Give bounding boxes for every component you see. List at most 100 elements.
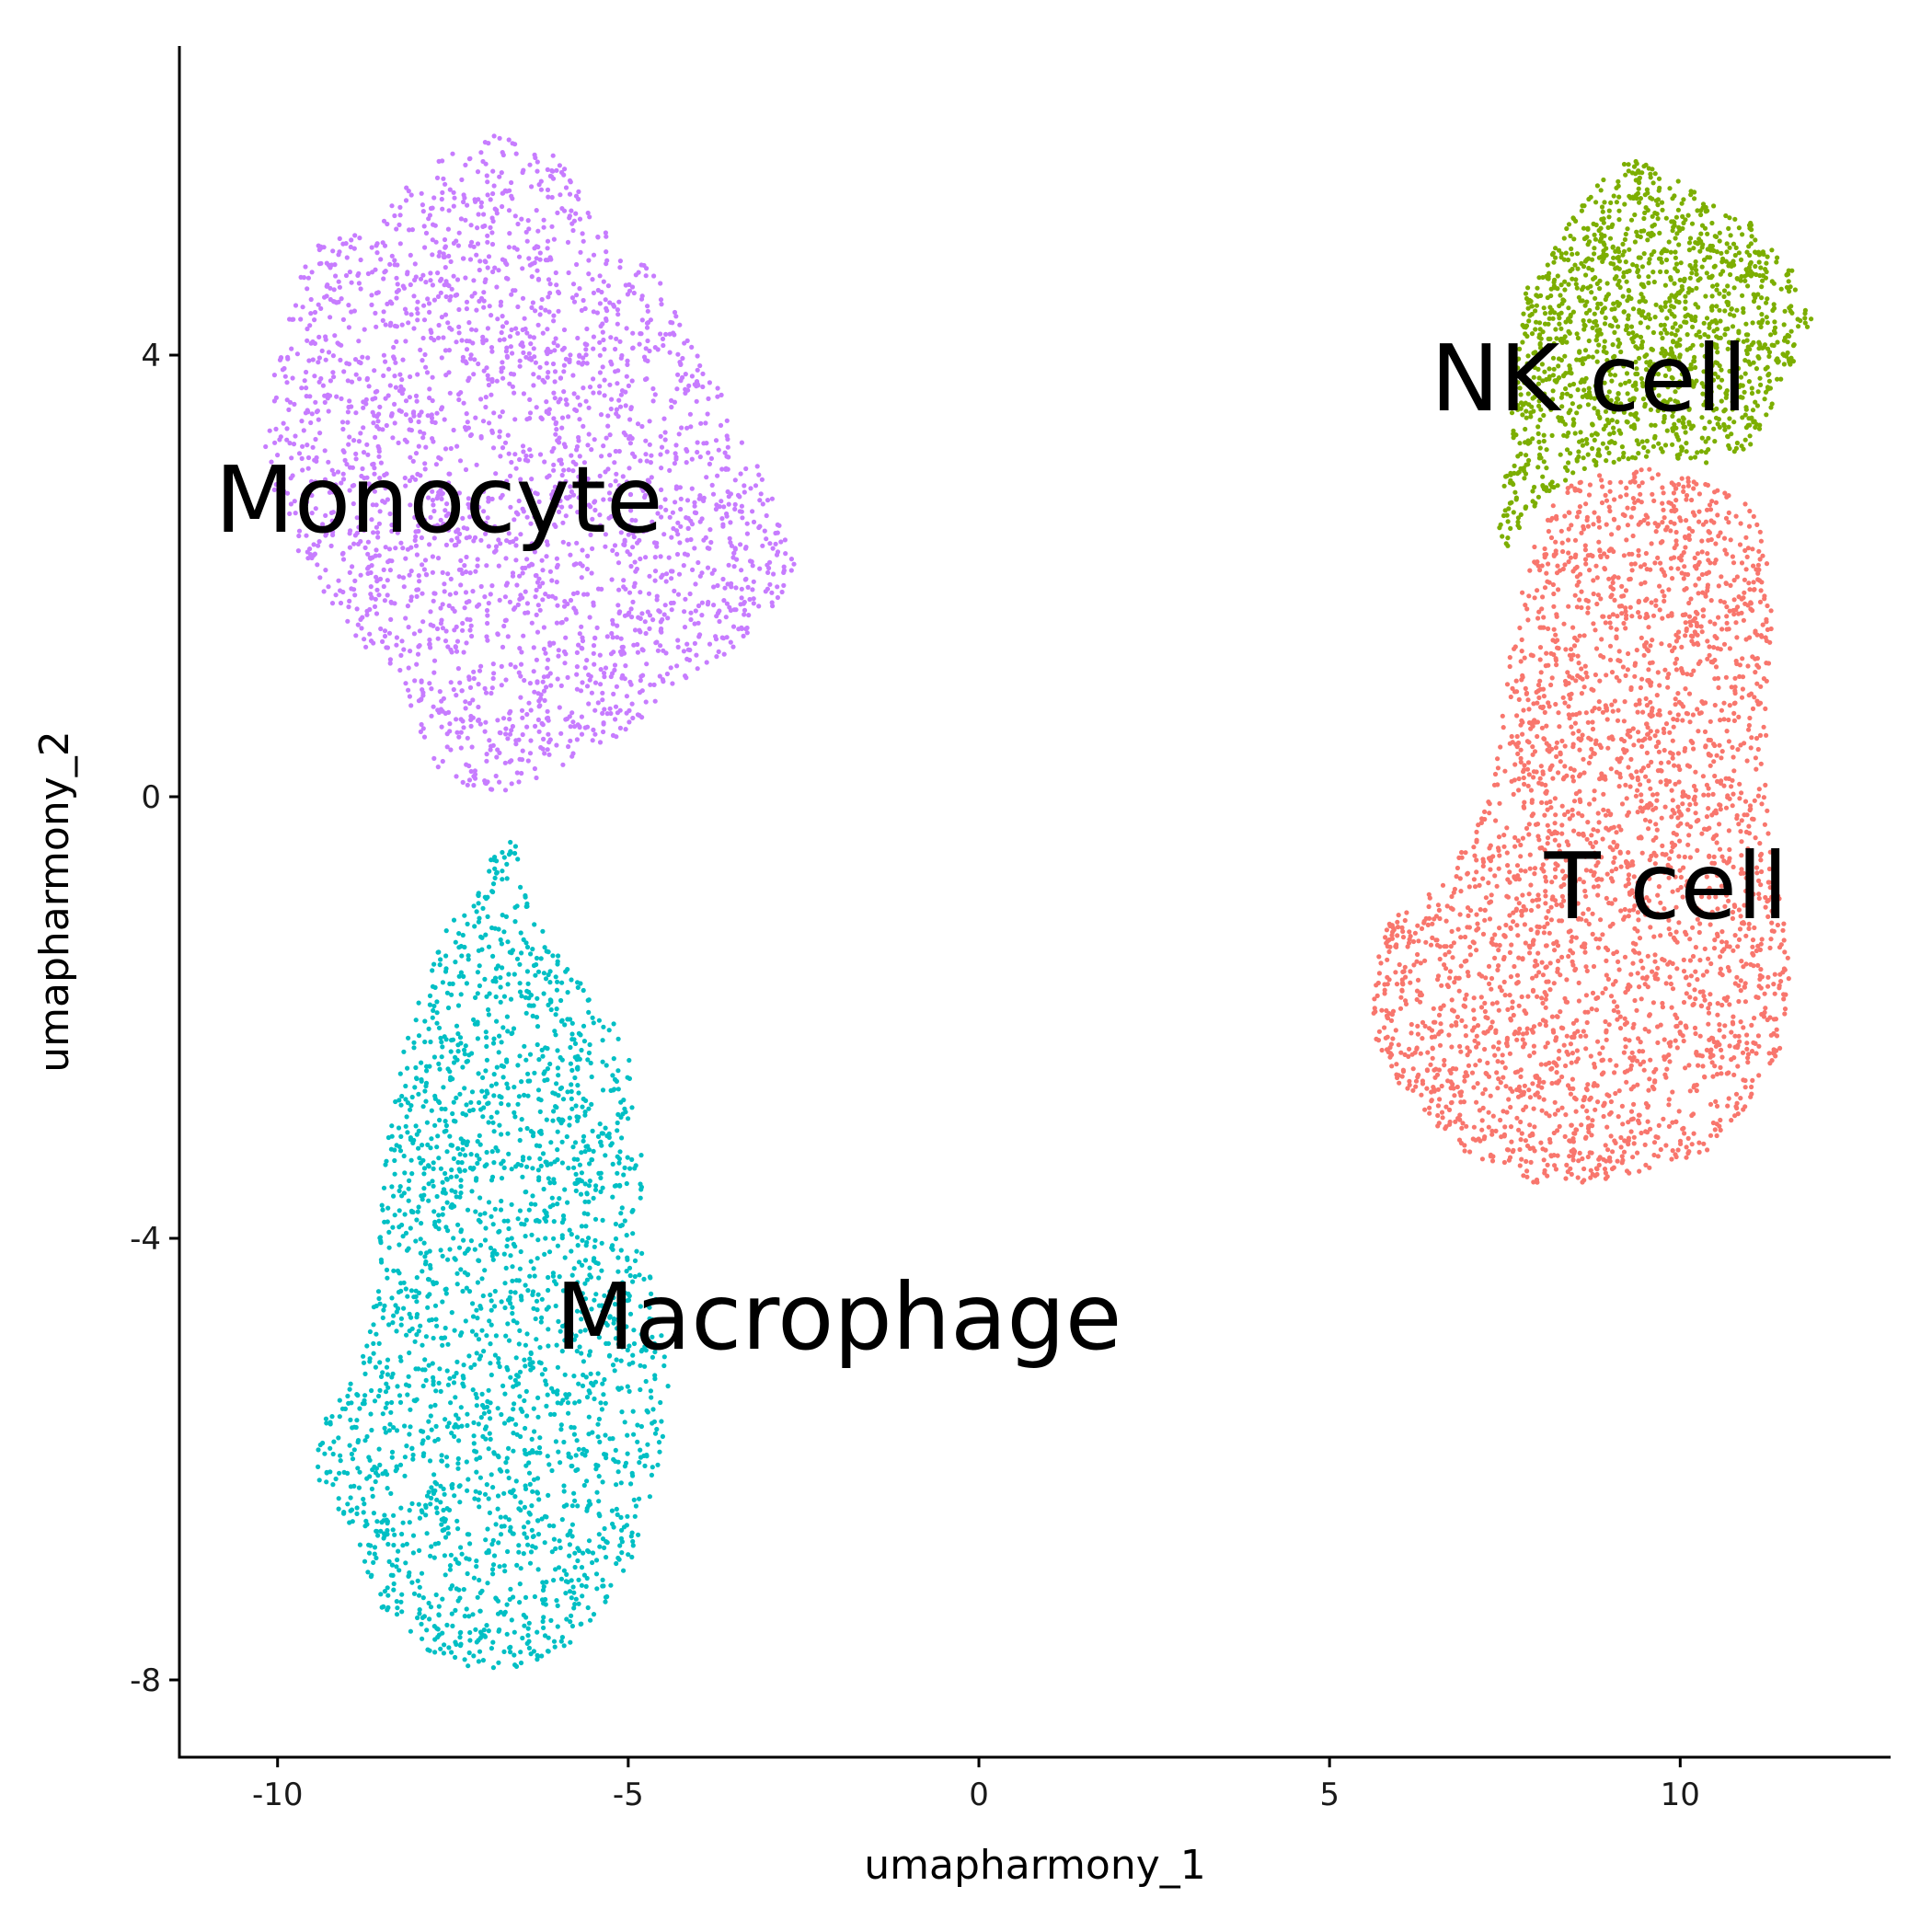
data-point	[407, 395, 412, 400]
data-point	[504, 876, 510, 881]
data-point	[448, 747, 454, 753]
data-point	[480, 1075, 486, 1080]
data-point	[385, 497, 390, 502]
data-point	[421, 1614, 427, 1619]
data-point	[635, 1422, 640, 1428]
data-point	[461, 400, 466, 406]
data-point	[305, 549, 310, 555]
data-point	[742, 483, 747, 489]
data-point	[419, 1570, 425, 1576]
data-point	[456, 306, 462, 313]
data-point	[423, 230, 430, 236]
data-point	[522, 1504, 528, 1510]
data-point	[495, 1506, 500, 1512]
data-point	[594, 625, 600, 631]
data-point	[490, 889, 496, 895]
data-point	[271, 373, 277, 378]
data-point	[440, 190, 445, 195]
data-point	[422, 1357, 428, 1363]
data-point	[488, 592, 493, 597]
data-point	[541, 217, 546, 223]
data-point	[477, 259, 483, 264]
data-point	[546, 1176, 551, 1181]
data-point	[397, 1399, 404, 1405]
data-point	[528, 355, 534, 361]
data-point	[496, 1660, 501, 1665]
data-point	[563, 397, 569, 403]
data-point	[582, 725, 588, 730]
data-point	[443, 1572, 448, 1578]
data-point	[1772, 319, 1777, 325]
data-point	[419, 678, 424, 684]
data-point	[568, 484, 573, 489]
data-point	[519, 650, 524, 655]
data-point	[556, 1449, 561, 1455]
data-point	[281, 420, 286, 426]
data-point	[554, 620, 560, 626]
data-point	[488, 747, 493, 753]
data-point	[609, 630, 615, 637]
data-point	[457, 1194, 463, 1200]
data-point	[524, 903, 530, 909]
data-point	[524, 330, 530, 336]
data-point	[601, 337, 606, 343]
data-point	[413, 274, 419, 280]
data-point	[487, 1318, 492, 1324]
data-point	[429, 1317, 435, 1323]
data-point	[440, 1342, 445, 1348]
data-point	[506, 1151, 512, 1156]
data-point	[320, 522, 326, 527]
data-point	[424, 1493, 431, 1499]
data-point	[486, 944, 492, 949]
data-point	[458, 1267, 464, 1272]
data-point	[496, 1050, 501, 1055]
data-point	[438, 1388, 443, 1394]
data-point	[510, 384, 516, 389]
data-point	[464, 600, 469, 605]
data-point	[374, 423, 380, 430]
data-point	[455, 1145, 461, 1151]
data-point	[432, 591, 438, 596]
data-point	[459, 688, 465, 694]
data-point	[444, 1424, 450, 1430]
data-point	[717, 618, 722, 625]
data-point	[721, 651, 727, 657]
data-point	[523, 940, 529, 946]
data-point	[706, 450, 711, 455]
data-point	[498, 937, 503, 943]
data-point	[538, 1098, 544, 1103]
data-point	[597, 370, 604, 375]
data-point	[431, 1054, 437, 1060]
data-point	[404, 439, 409, 444]
data-point	[788, 568, 794, 573]
data-point	[389, 1184, 395, 1190]
data-point	[455, 1598, 461, 1604]
data-point	[585, 553, 591, 559]
data-point	[488, 197, 493, 202]
data-point	[445, 1531, 451, 1536]
data-point	[414, 1217, 420, 1223]
data-point	[458, 1545, 464, 1550]
data-point	[531, 669, 536, 674]
data-point	[399, 322, 405, 328]
data-point	[449, 1485, 455, 1490]
data-point	[294, 351, 300, 357]
data-point	[428, 1265, 433, 1271]
data-point	[671, 600, 676, 605]
data-point	[505, 1297, 512, 1303]
data-point	[563, 1591, 569, 1596]
data-point	[417, 1547, 422, 1553]
data-point	[350, 1456, 356, 1462]
data-point	[433, 1224, 439, 1229]
data-point	[1749, 234, 1754, 239]
data-point	[575, 1066, 581, 1072]
data-point	[452, 1256, 457, 1261]
data-point	[743, 466, 749, 472]
data-point	[490, 1485, 496, 1490]
data-point	[573, 608, 579, 614]
data-point	[577, 402, 583, 408]
data-point	[412, 678, 418, 684]
data-point	[719, 499, 724, 504]
data-point	[389, 203, 395, 209]
data-point	[451, 203, 456, 209]
